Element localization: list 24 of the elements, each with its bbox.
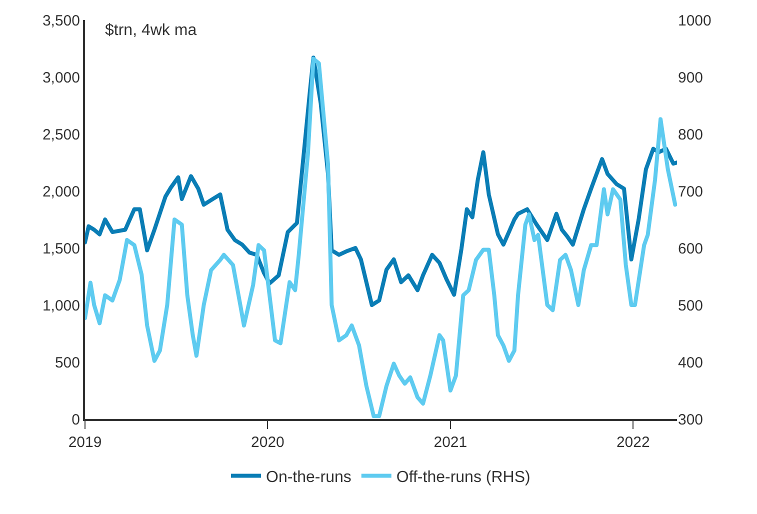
y2-tick-label: 700 [678, 183, 704, 200]
y2-tick-label: 900 [678, 69, 704, 86]
x-tick-label: 2021 [434, 434, 468, 451]
y2-tick-label: 600 [678, 240, 704, 258]
y2-tick-label: 400 [678, 354, 704, 372]
x-tick-label: 2022 [616, 434, 650, 451]
y-tick-label: 2,000 [42, 183, 80, 200]
y-tick-label: 2,500 [42, 126, 80, 144]
y-tick-label: 1,500 [42, 240, 80, 258]
y-tick-label: 3,500 [42, 12, 80, 30]
y2-tick-label: 500 [678, 297, 704, 314]
legend-label: On-the-runs [266, 469, 352, 486]
y-tick-label: 1,000 [42, 297, 80, 314]
y2-tick-label: 300 [678, 411, 704, 428]
y2-tick-label: 800 [678, 126, 704, 144]
y-tick-label: 500 [54, 354, 80, 372]
y-tick-label: 3,000 [42, 69, 80, 86]
legend-label: Off-the-runs (RHS) [396, 469, 530, 486]
y2-tick-label: 1000 [678, 12, 712, 30]
x-tick-label: 2019 [68, 434, 102, 451]
y-tick-label: 0 [72, 411, 80, 428]
line-series [85, 56, 677, 418]
x-tick-label: 2020 [251, 434, 284, 451]
annotation: $trn, 4wk ma [105, 22, 197, 39]
